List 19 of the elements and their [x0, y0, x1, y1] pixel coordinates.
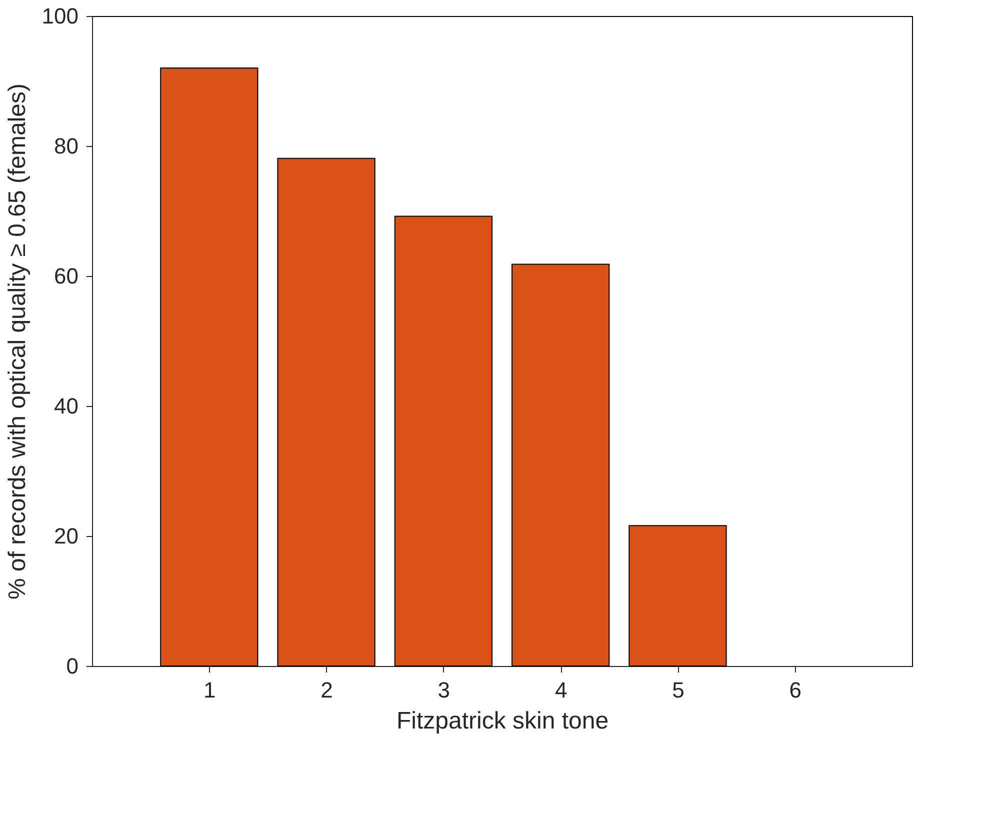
- x-tick-label: 3: [438, 678, 450, 702]
- x-axis-title: Fitzpatrick skin tone: [396, 708, 609, 734]
- x-tick-label: 5: [672, 678, 684, 702]
- bar: [160, 68, 258, 666]
- y-axis-title: % of records with optical quality ≥ 0.65 (females): [4, 83, 31, 600]
- x-tick-label: 6: [789, 678, 802, 702]
- y-tick-label: 60: [54, 264, 78, 288]
- bar: [512, 264, 610, 666]
- y-tick-label: 80: [54, 134, 78, 158]
- bar: [277, 158, 376, 666]
- bar: [628, 525, 727, 666]
- x-tick-label: 4: [554, 678, 568, 702]
- y-tick-label: 0: [66, 654, 78, 678]
- x-tick-label: 1: [204, 678, 216, 702]
- y-tick-label: 40: [54, 394, 78, 418]
- y-tick-label: 20: [54, 524, 78, 548]
- y-tick-label: 100: [42, 4, 78, 28]
- bar: [394, 216, 492, 666]
- x-tick-label: 2: [320, 678, 333, 702]
